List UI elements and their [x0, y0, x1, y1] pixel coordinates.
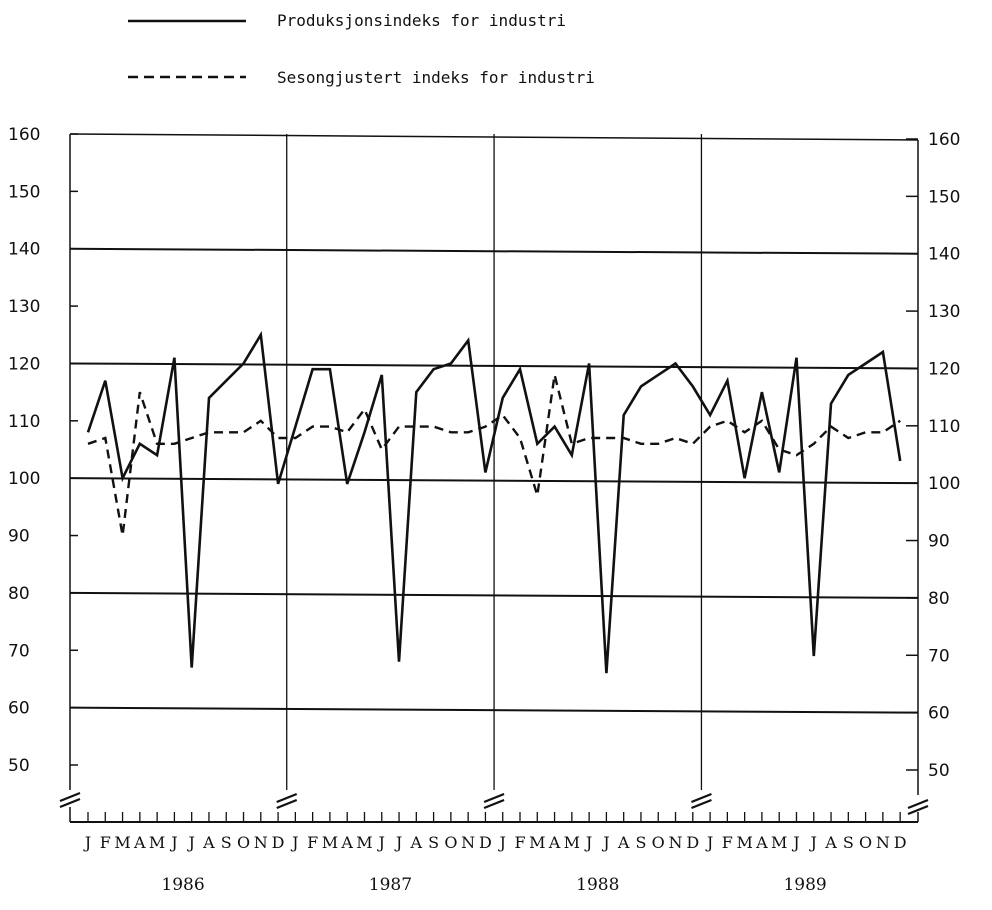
y-axis-left: 50 60 70 80 90 100 110 120 130 140 150 160 [8, 125, 78, 776]
y-tick-right-160: 160 [928, 130, 960, 150]
x-tick-label-41: J [791, 833, 799, 852]
x-tick-label-40: M [771, 833, 787, 852]
x-tick-label-28: M [564, 833, 580, 852]
series-line-sesongjustert [87, 374, 901, 536]
y-tick-left-150: 150 [8, 182, 40, 202]
x-tick-label-47: D [894, 833, 907, 852]
x-tick-label-36: J [705, 833, 713, 852]
x-tick-label-9: O [237, 833, 250, 852]
x-tick-label-22: N [461, 833, 475, 852]
x-tick-label-15: A [340, 833, 353, 852]
x-tick-label-8: S [221, 833, 232, 852]
x-tick-label-37: F [722, 833, 733, 852]
axis-break-mark-0b [59, 797, 81, 809]
y-tick-left-50: 50 [8, 756, 30, 776]
legend-label-dashed: Sesongjustert indeks for industri [277, 68, 595, 87]
x-tick-label-0: J [83, 833, 91, 852]
x-tick-label-25: F [514, 833, 525, 852]
y-tick-left-70: 70 [8, 641, 30, 661]
x-tick-label-32: S [635, 833, 646, 852]
x-tick-label-35: D [686, 833, 699, 852]
y-tick-right-120: 120 [928, 359, 960, 379]
x-tick-label-10: N [254, 833, 268, 852]
x-tick-label-27: A [548, 833, 561, 852]
x-tick-label-24: J [498, 833, 506, 852]
legend: Produksjonsindeks for industri Sesongjus… [128, 11, 595, 87]
x-tick-label-23: D [479, 833, 492, 852]
y-tick-right-60: 60 [928, 704, 950, 724]
year-label-1986: 1986 [161, 875, 204, 895]
x-tick-label-19: A [410, 833, 423, 852]
y-tick-right-70: 70 [928, 646, 950, 666]
y-tick-right-90: 90 [928, 532, 950, 552]
x-tick-label-30: J [601, 833, 609, 852]
x-tick-label-31: A [617, 833, 630, 852]
x-tick-label-42: J [809, 833, 817, 852]
x-tick-label-44: S [843, 833, 854, 852]
x-tick-label-38: M [736, 833, 752, 852]
y-tick-left-100: 100 [8, 469, 40, 489]
y-tick-left-140: 140 [8, 240, 40, 260]
year-label-1989: 1989 [783, 875, 826, 895]
x-tick-label-16: M [356, 833, 372, 852]
axis-break-mark-1a [276, 792, 298, 804]
axis-break-mark-2b [483, 798, 505, 810]
y-tick-left-60: 60 [8, 699, 30, 719]
y-axis-right: 50 60 70 80 90 100 110 120 130 140 150 160 [906, 130, 960, 781]
x-tick-label-3: A [133, 833, 146, 852]
axis-break-mark-1b [276, 798, 298, 810]
y-tick-right-80: 80 [928, 589, 950, 609]
x-tick-label-7: A [202, 833, 215, 852]
x-tick-label-14: M [322, 833, 338, 852]
grid [69, 134, 919, 790]
y-tick-right-110: 110 [928, 417, 960, 437]
axis-break-mark-0a [59, 791, 81, 803]
y-tick-left-160: 160 [8, 125, 40, 145]
y-tick-left-110: 110 [8, 412, 40, 432]
x-tick-label-43: A [824, 833, 837, 852]
axis-break-mark-2a [483, 792, 505, 804]
axis-break-mark-4b [907, 804, 929, 816]
x-tick-label-4: M [149, 833, 165, 852]
x-tick-label-2: M [114, 833, 130, 852]
y-tick-right-140: 140 [928, 245, 960, 265]
year-label-1987: 1987 [369, 875, 412, 895]
series-layer [86, 330, 902, 674]
y-tick-right-130: 130 [928, 302, 960, 322]
y-tick-right-150: 150 [928, 187, 960, 207]
axis-break-mark-4a [907, 798, 929, 810]
x-tick-label-33: O [652, 833, 665, 852]
x-tick-label-17: J [377, 833, 385, 852]
x-tick-label-5: J [169, 833, 177, 852]
x-tick-label-13: F [307, 833, 318, 852]
x-tick-label-6: J [186, 833, 194, 852]
x-tick-label-34: N [669, 833, 683, 852]
y-tick-left-120: 120 [8, 354, 40, 374]
axes [59, 133, 929, 823]
y-tick-left-80: 80 [8, 584, 30, 604]
x-tick-label-46: N [876, 833, 890, 852]
y-tick-right-50: 50 [928, 761, 950, 781]
x-tick-label-1: F [100, 833, 111, 852]
x-tick-label-20: S [428, 833, 439, 852]
x-tick-label-39: A [755, 833, 768, 852]
x-tick-label-45: O [859, 833, 872, 852]
x-tick-label-29: J [584, 833, 592, 852]
series-line-produksjonsindeks [86, 330, 902, 674]
year-label-1988: 1988 [576, 875, 619, 895]
x-tick-label-12: J [290, 833, 298, 852]
plot-top-border [69, 133, 919, 141]
axis-break-mark-3b [691, 798, 712, 810]
legend-label-solid: Produksjonsindeks for industri [277, 11, 566, 30]
y-tick-left-130: 130 [8, 297, 40, 317]
axis-break-mark-3a [691, 792, 712, 804]
x-tick-label-26: M [529, 833, 545, 852]
y-tick-right-100: 100 [928, 474, 960, 494]
y-tick-left-90: 90 [8, 527, 30, 547]
x-tick-label-21: O [444, 833, 457, 852]
x-tick-label-18: J [394, 833, 402, 852]
x-tick-label-11: D [272, 833, 285, 852]
